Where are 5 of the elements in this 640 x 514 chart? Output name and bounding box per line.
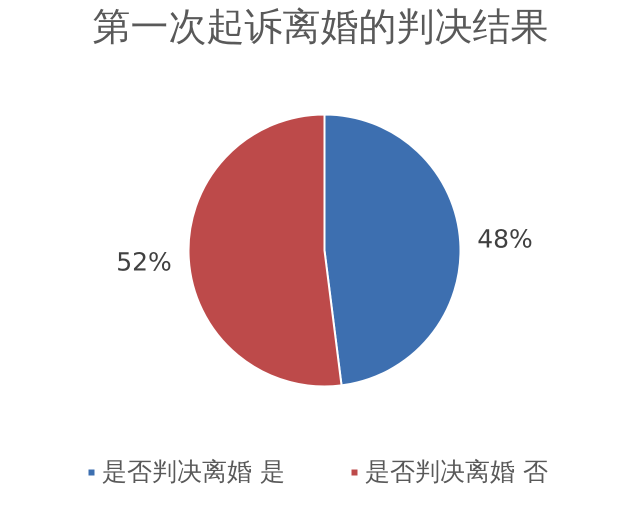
- legend-label: 是否判决离婚 是: [102, 456, 285, 488]
- data-label: 52%: [116, 247, 172, 276]
- data-label: 48%: [477, 224, 533, 254]
- legend-label: 是否判决离婚 否: [364, 456, 548, 488]
- chart-title: 第一次起诉离婚的判决结果: [92, 4, 548, 48]
